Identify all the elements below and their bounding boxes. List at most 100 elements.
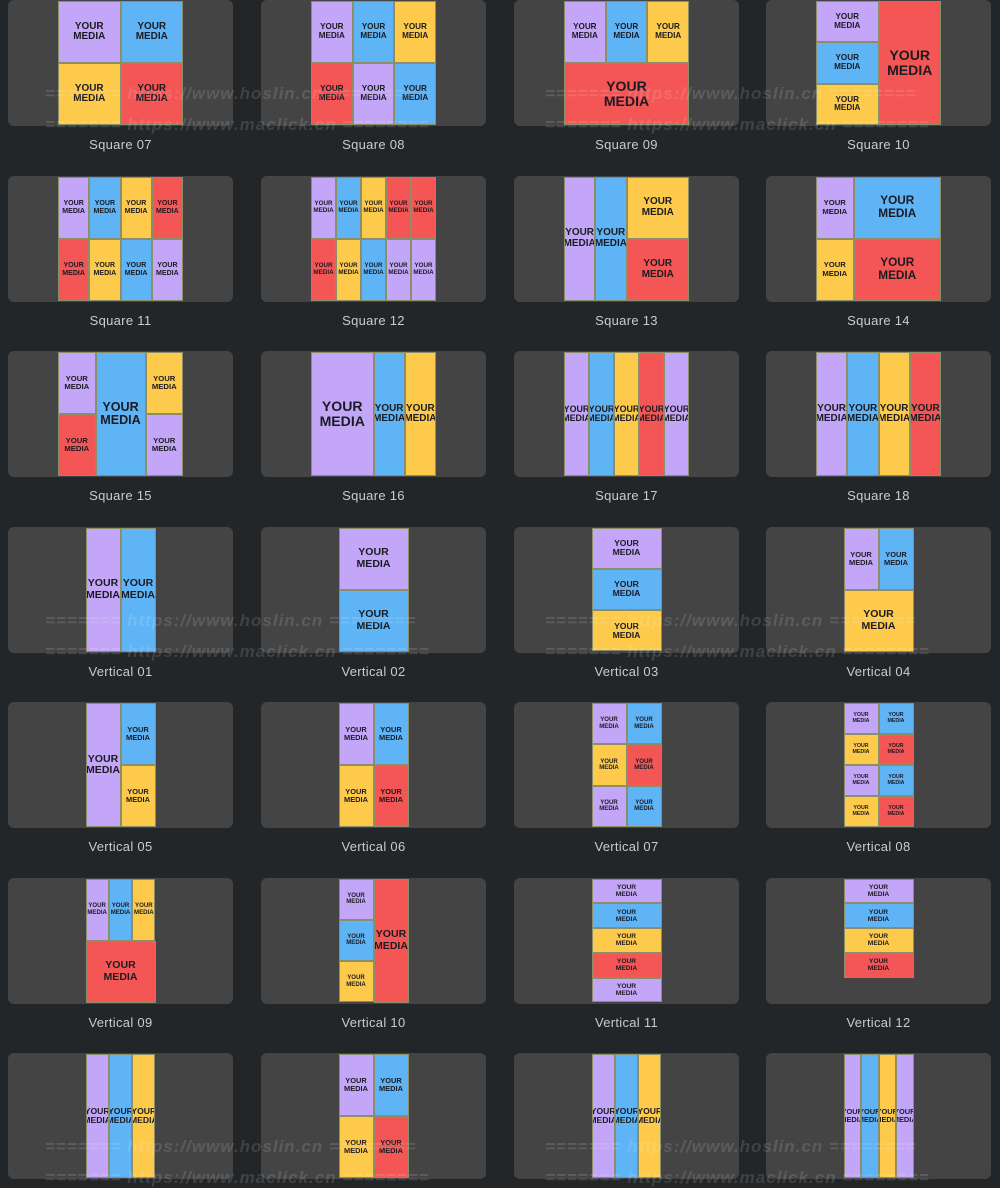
media-tile: YOUR MEDIA <box>816 176 854 239</box>
tile-text: YOUR MEDIA <box>402 22 429 40</box>
card-label: Vertical 09 <box>88 1014 153 1030</box>
media-tile: YOUR MEDIA <box>58 238 90 301</box>
tile-text: YOUR MEDIA <box>852 742 870 755</box>
tile-text: YOUR MEDIA <box>108 1105 133 1125</box>
template-card[interactable]: YOUR MEDIA YOUR MEDIA <box>261 526 486 653</box>
tile-text: YOUR MEDIA <box>861 608 896 632</box>
tile-text: YOUR MEDIA <box>344 725 368 742</box>
media-frame: YOUR MEDIA YOUR MEDIA YOUR MEDIA YOUR MEDIA… <box>591 703 662 827</box>
media-tile: YOUR MEDIA <box>338 919 374 962</box>
tile-text: YOUR MEDIA <box>849 549 873 567</box>
tile-text: YOUR MEDIA <box>344 787 368 804</box>
tile-text: YOUR MEDIA <box>641 196 674 218</box>
media-tile: YOUR MEDIA <box>638 1054 662 1178</box>
media-tile: YOUR MEDIA <box>132 1054 156 1178</box>
tile-text: YOUR MEDIA <box>100 399 141 427</box>
tile-text: YOUR MEDIA <box>612 620 641 640</box>
card-label: Square 09 <box>595 137 658 152</box>
media-tile: YOUR MEDIA <box>843 703 879 734</box>
tile-text: YOUR MEDIA <box>603 78 650 109</box>
media-tile: YOUR MEDIA <box>58 352 96 414</box>
media-tile: YOUR MEDIA <box>626 744 662 786</box>
media-tile: YOUR MEDIA <box>394 63 436 125</box>
media-tile: YOUR MEDIA <box>639 352 664 476</box>
media-tile: YOUR MEDIA <box>843 765 879 796</box>
card-label: Square 15 <box>89 488 152 503</box>
media-tile: YOUR MEDIA <box>605 1 648 63</box>
tile-text: YOUR MEDIA <box>135 20 168 42</box>
tile-text: YOUR MEDIA <box>132 1105 156 1125</box>
card-label: Vertical 08 <box>846 839 911 854</box>
tile-text: YOUR MEDIA <box>867 958 890 973</box>
tile-text: YOUR MEDIA <box>612 579 641 599</box>
media-tile: YOUR MEDIA <box>843 734 879 765</box>
media-tile: YOUR MEDIA <box>151 176 183 239</box>
media-tile: YOUR MEDIA <box>352 1 395 63</box>
media-tile: YOUR MEDIA <box>853 238 941 301</box>
media-tile: YOUR MEDIA <box>338 527 409 590</box>
media-tile: YOUR MEDIA <box>591 703 627 745</box>
card-label: Vertical 06 <box>341 839 406 854</box>
card-label: Square 11 <box>89 312 152 328</box>
media-tile: YOUR MEDIA <box>878 1054 896 1178</box>
media-frame: YOUR MEDIA YOUR MEDIA YOUR MEDIA YOUR MEDIA… <box>591 878 662 1003</box>
tile-text: YOUR MEDIA <box>151 373 177 391</box>
media-frame: YOUR MEDIA YOUR MEDIA YOUR MEDIA YOUR MEDIA… <box>58 176 183 301</box>
media-tile: YOUR MEDIA <box>132 878 156 941</box>
tile-text: YOUR MEDIA <box>87 902 107 916</box>
tile-text: YOUR MEDIA <box>615 883 638 898</box>
media-tile: YOUR MEDIA <box>120 238 152 301</box>
media-tile: YOUR MEDIA <box>896 1054 914 1178</box>
tile-text: YOUR MEDIA <box>156 200 179 215</box>
media-tile: YOUR MEDIA <box>861 1054 879 1178</box>
media-tile: YOUR MEDIA <box>58 1 121 63</box>
tile-text: YOUR MEDIA <box>413 199 434 214</box>
media-tile: YOUR MEDIA <box>311 238 336 301</box>
media-tile: YOUR MEDIA <box>816 83 879 125</box>
media-tile: YOUR MEDIA <box>338 703 374 765</box>
media-tile: YOUR MEDIA <box>564 176 596 301</box>
template-card[interactable]: YOUR MEDIA YOUR MEDIA <box>8 526 233 653</box>
media-tile: YOUR MEDIA <box>843 1054 861 1178</box>
tile-text: YOUR MEDIA <box>878 402 910 424</box>
media-tile: YOUR MEDIA <box>853 176 941 239</box>
card-label: Square 07 <box>89 137 152 152</box>
media-tile: YOUR MEDIA <box>591 568 662 611</box>
tile-text: YOUR MEDIA <box>878 256 917 282</box>
media-frame: YOUR MEDIA YOUR MEDIA YOUR MEDIA YOUR MEDIA… <box>311 176 436 301</box>
tile-text: YOUR MEDIA <box>615 983 638 998</box>
